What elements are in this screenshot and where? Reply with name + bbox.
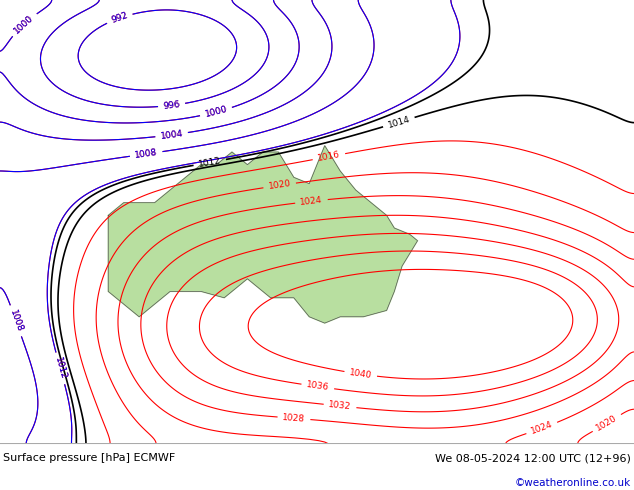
Text: 1000: 1000 (204, 105, 228, 119)
Text: 1032: 1032 (328, 400, 352, 412)
Text: 1012: 1012 (53, 356, 68, 381)
Text: 1004: 1004 (160, 129, 183, 141)
Text: 1024: 1024 (529, 420, 554, 436)
Text: 992: 992 (110, 11, 129, 25)
Text: 1000: 1000 (12, 13, 36, 35)
Text: 1028: 1028 (282, 413, 306, 424)
Text: 996: 996 (162, 100, 181, 111)
Text: We 08-05-2024 12:00 UTC (12+96): We 08-05-2024 12:00 UTC (12+96) (435, 453, 631, 464)
Text: 1008: 1008 (8, 309, 24, 333)
Text: 992: 992 (110, 11, 129, 25)
Text: Surface pressure [hPa] ECMWF: Surface pressure [hPa] ECMWF (3, 453, 176, 464)
Text: ©weatheronline.co.uk: ©weatheronline.co.uk (515, 478, 631, 488)
Polygon shape (108, 146, 418, 323)
Text: 1000: 1000 (12, 13, 36, 35)
Text: 996: 996 (162, 100, 181, 111)
Text: 1012: 1012 (198, 156, 222, 169)
Text: 1020: 1020 (268, 179, 292, 192)
Text: 1016: 1016 (317, 150, 341, 163)
Text: 1008: 1008 (8, 309, 24, 333)
Text: 1000: 1000 (204, 105, 228, 119)
Text: 1012: 1012 (53, 356, 68, 381)
Text: 1008: 1008 (134, 148, 158, 160)
Text: 1036: 1036 (306, 381, 330, 392)
Text: 1020: 1020 (595, 414, 619, 433)
Text: 1004: 1004 (160, 129, 183, 141)
Text: 1008: 1008 (134, 148, 158, 160)
Text: 1014: 1014 (387, 115, 411, 130)
Text: 1024: 1024 (300, 196, 323, 207)
Text: 1040: 1040 (349, 368, 373, 380)
